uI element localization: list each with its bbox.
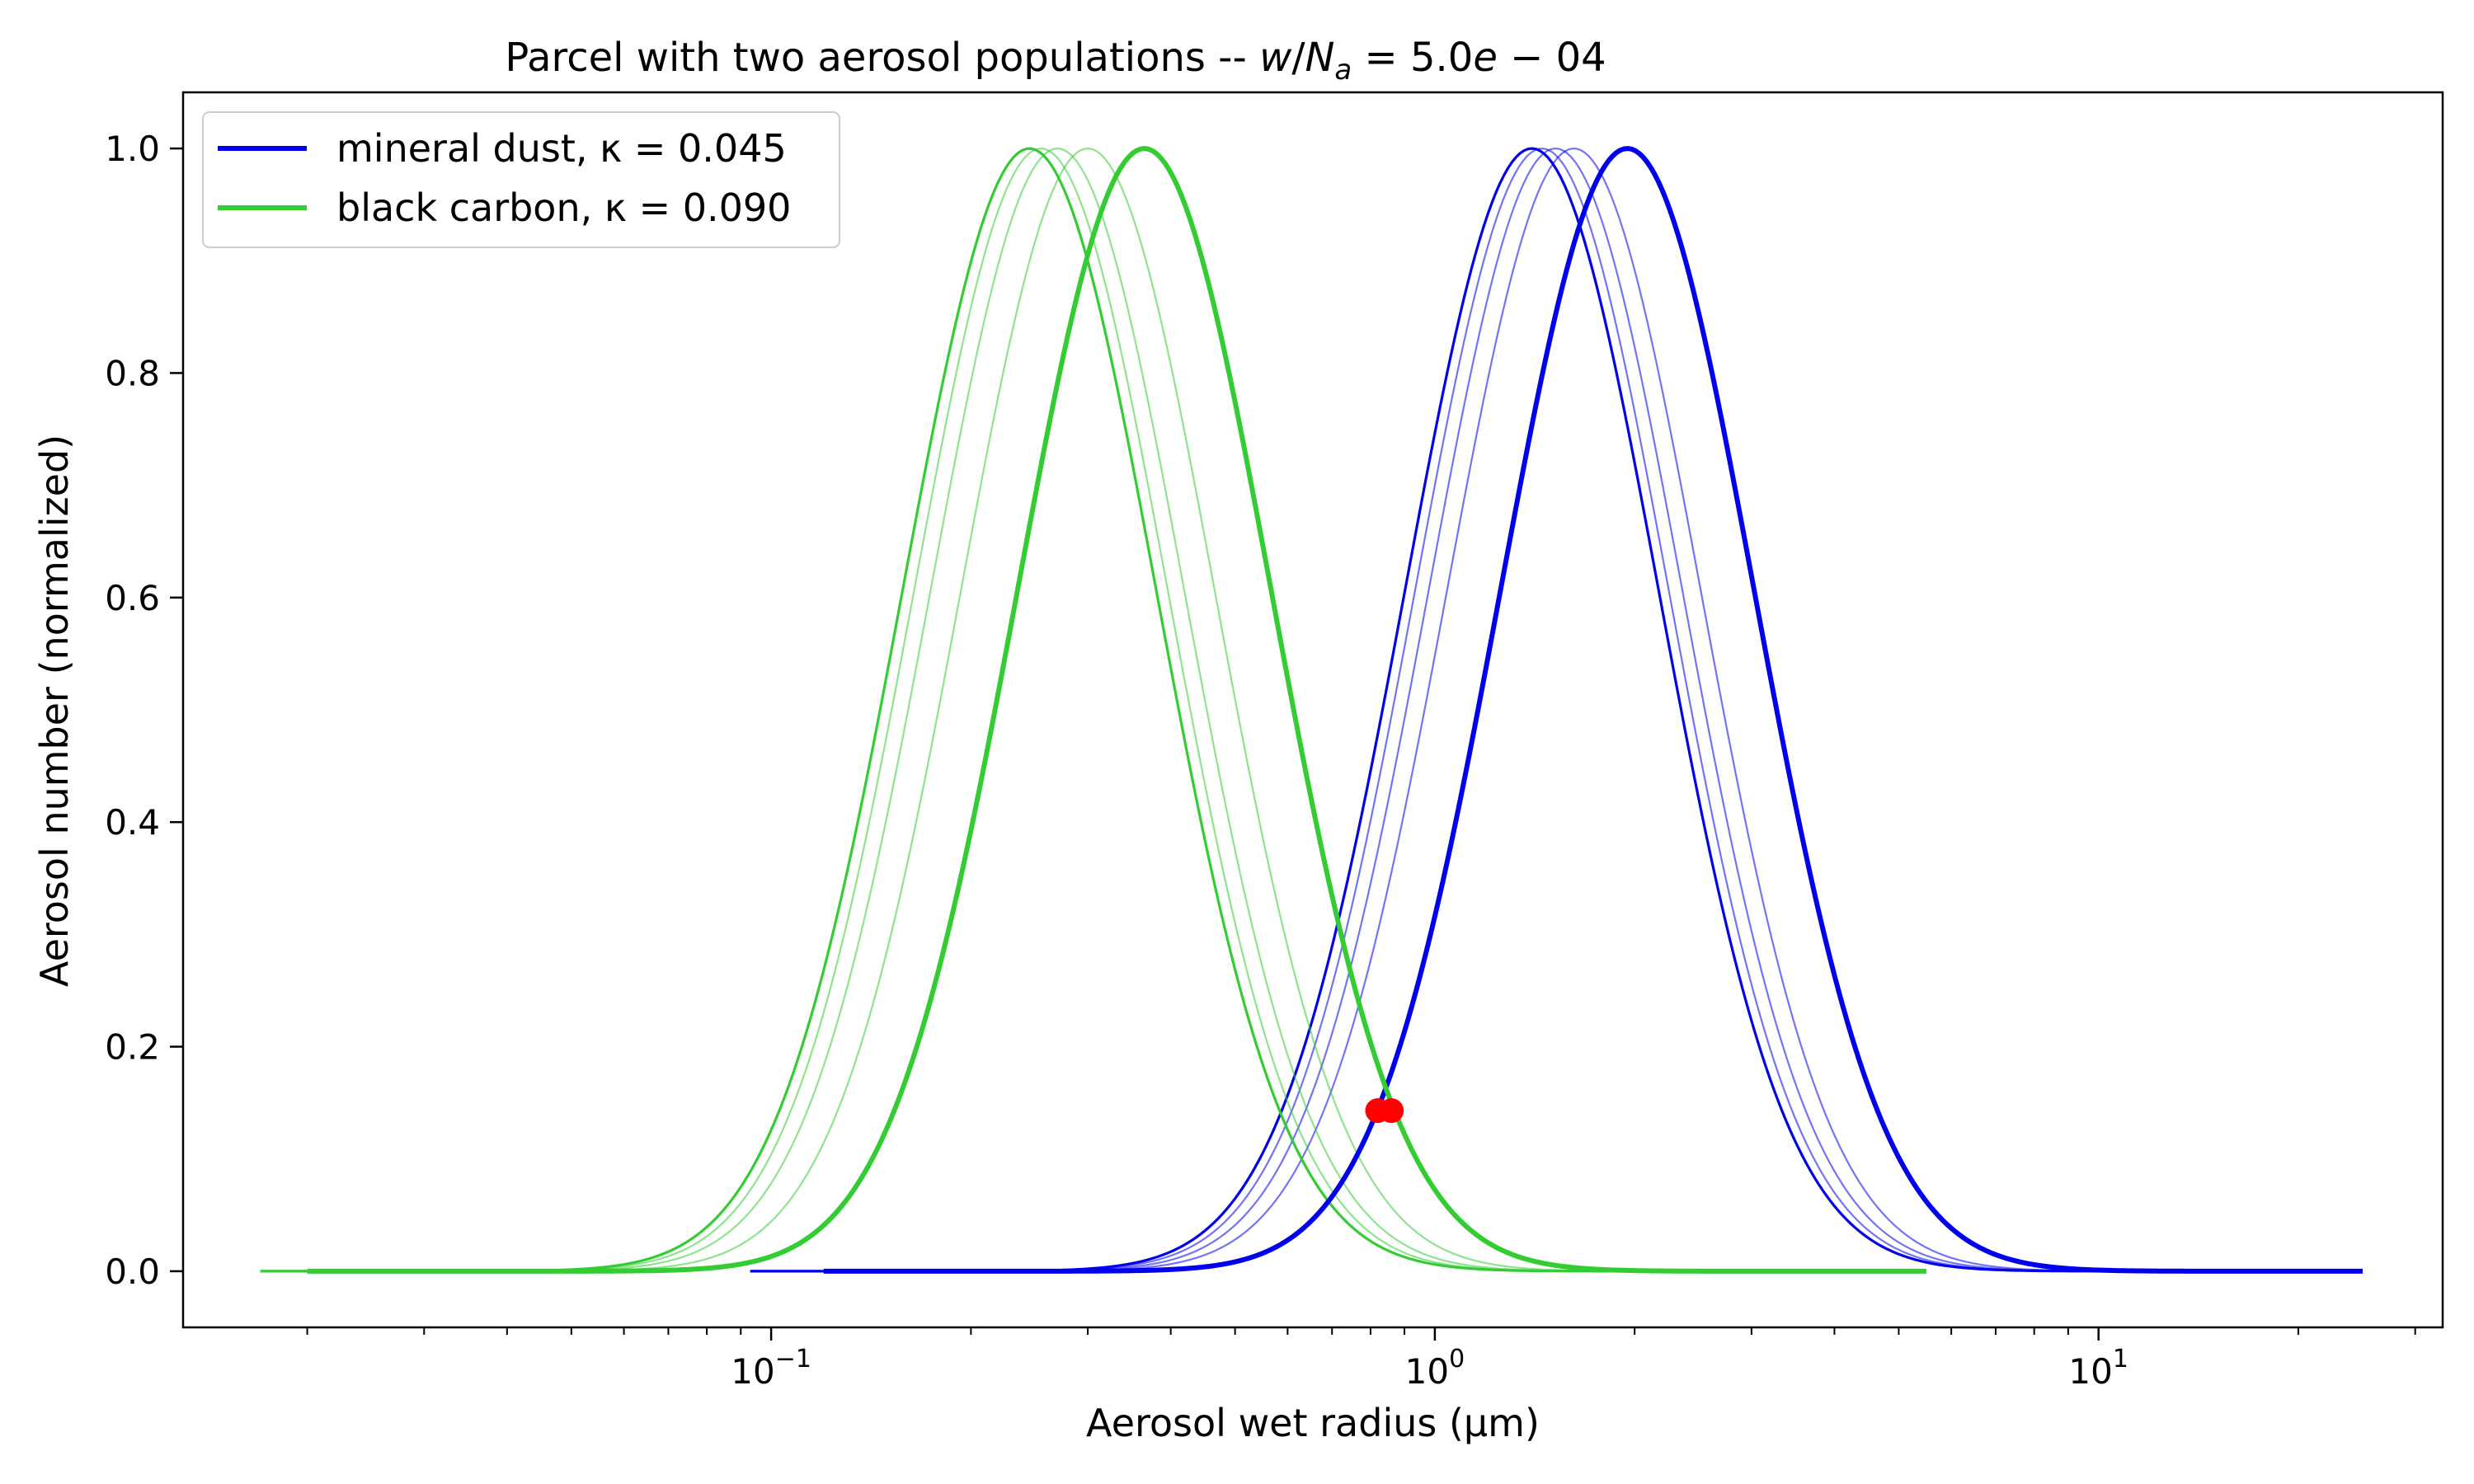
y-tick-label-0: 0.0 <box>105 1252 160 1292</box>
x-axis-label: Aerosol wet radius (μm) <box>1086 1401 1540 1445</box>
y-axis-ticks: 0.0 0.2 0.4 0.6 0.8 1.0 <box>105 129 183 1292</box>
legend-label-1: black carbon, κ = 0.090 <box>336 186 791 230</box>
y-tick-label-3: 0.6 <box>105 578 160 618</box>
chart-title: Parcel with two aerosol populations -- w… <box>505 35 1606 87</box>
x-tick-label-0: 10−1 <box>731 1345 811 1392</box>
plot-frame <box>181 91 2444 1329</box>
series-line-0 <box>823 146 2363 1274</box>
x-tick-label-1: 100 <box>1405 1345 1465 1392</box>
chart-title-prefix: Parcel with two aerosol populations -- <box>505 35 1259 81</box>
activation-marker-1 <box>1379 1098 1404 1124</box>
y-tick-label-4: 0.8 <box>105 353 160 393</box>
legend-box <box>202 111 840 248</box>
series-layer <box>260 146 2363 1274</box>
y-axis-label: Aerosol number (normalized) <box>32 434 77 987</box>
series-line-5 <box>307 146 1926 1274</box>
y-tick-label-1: 0.2 <box>105 1027 160 1068</box>
y-tick-label-2: 0.4 <box>105 802 160 843</box>
x-axis-ticks: 10−1 100 101 <box>306 1327 2416 1392</box>
legend-label-0: mineral dust, κ = 0.045 <box>336 126 787 171</box>
x-tick-label-2: 101 <box>2068 1345 2128 1392</box>
y-tick-label-5: 1.0 <box>105 129 160 169</box>
marker-layer <box>1365 1098 1404 1124</box>
plot-area <box>181 91 2444 1329</box>
legend: mineral dust, κ = 0.045 black carbon, κ =… <box>202 111 840 248</box>
